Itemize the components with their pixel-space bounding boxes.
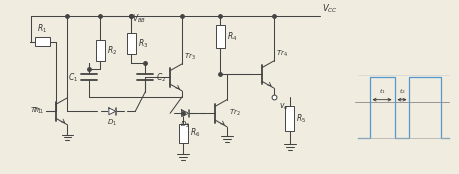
Text: $C_2$: $C_2$ bbox=[156, 71, 166, 84]
Text: $R_6$: $R_6$ bbox=[189, 127, 200, 139]
Bar bbox=[95, 40, 105, 61]
Text: $R_5$: $R_5$ bbox=[296, 112, 306, 125]
Text: $R_1$: $R_1$ bbox=[37, 23, 48, 35]
Bar bbox=[35, 37, 50, 46]
Text: $Tr_3$: $Tr_3$ bbox=[184, 52, 196, 62]
Bar bbox=[127, 33, 135, 54]
Text: $Tr_1$: $Tr_1$ bbox=[30, 106, 41, 116]
Bar bbox=[178, 124, 187, 143]
Text: $v_o$: $v_o$ bbox=[278, 102, 288, 112]
Text: $V_{BB}$: $V_{BB}$ bbox=[132, 13, 146, 25]
Text: $R_2$: $R_2$ bbox=[106, 44, 117, 57]
Text: $t_1$: $t_1$ bbox=[378, 87, 385, 96]
Text: $V_{CC}$: $V_{CC}$ bbox=[321, 3, 337, 15]
Polygon shape bbox=[181, 110, 188, 117]
Text: $R_3$: $R_3$ bbox=[138, 37, 148, 50]
Text: $C_1$: $C_1$ bbox=[68, 71, 78, 84]
Text: $Tr_2$: $Tr_2$ bbox=[229, 108, 240, 118]
Text: $D_2$: $D_2$ bbox=[180, 120, 190, 130]
Text: $t_2$: $t_2$ bbox=[397, 87, 404, 96]
Text: $Tr_4$: $Tr_4$ bbox=[275, 49, 287, 59]
Polygon shape bbox=[109, 108, 116, 115]
Bar bbox=[215, 25, 224, 48]
Text: $D_1$: $D_1$ bbox=[107, 118, 117, 128]
Bar bbox=[285, 106, 294, 131]
Text: $R_4$: $R_4$ bbox=[226, 30, 236, 43]
Text: $Tr_1$: $Tr_1$ bbox=[32, 106, 44, 116]
